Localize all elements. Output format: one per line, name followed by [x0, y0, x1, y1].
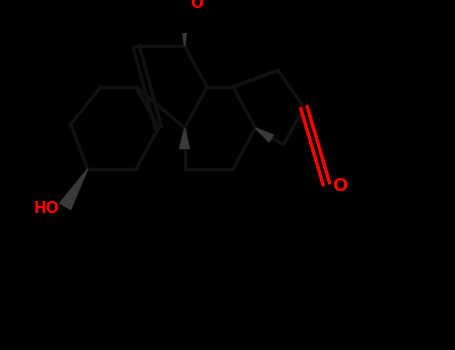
- Text: HO: HO: [34, 201, 60, 216]
- Polygon shape: [180, 128, 189, 148]
- Text: O: O: [332, 177, 347, 195]
- Polygon shape: [256, 128, 273, 142]
- Polygon shape: [60, 169, 87, 210]
- Text: O: O: [190, 0, 203, 10]
- Polygon shape: [179, 5, 190, 46]
